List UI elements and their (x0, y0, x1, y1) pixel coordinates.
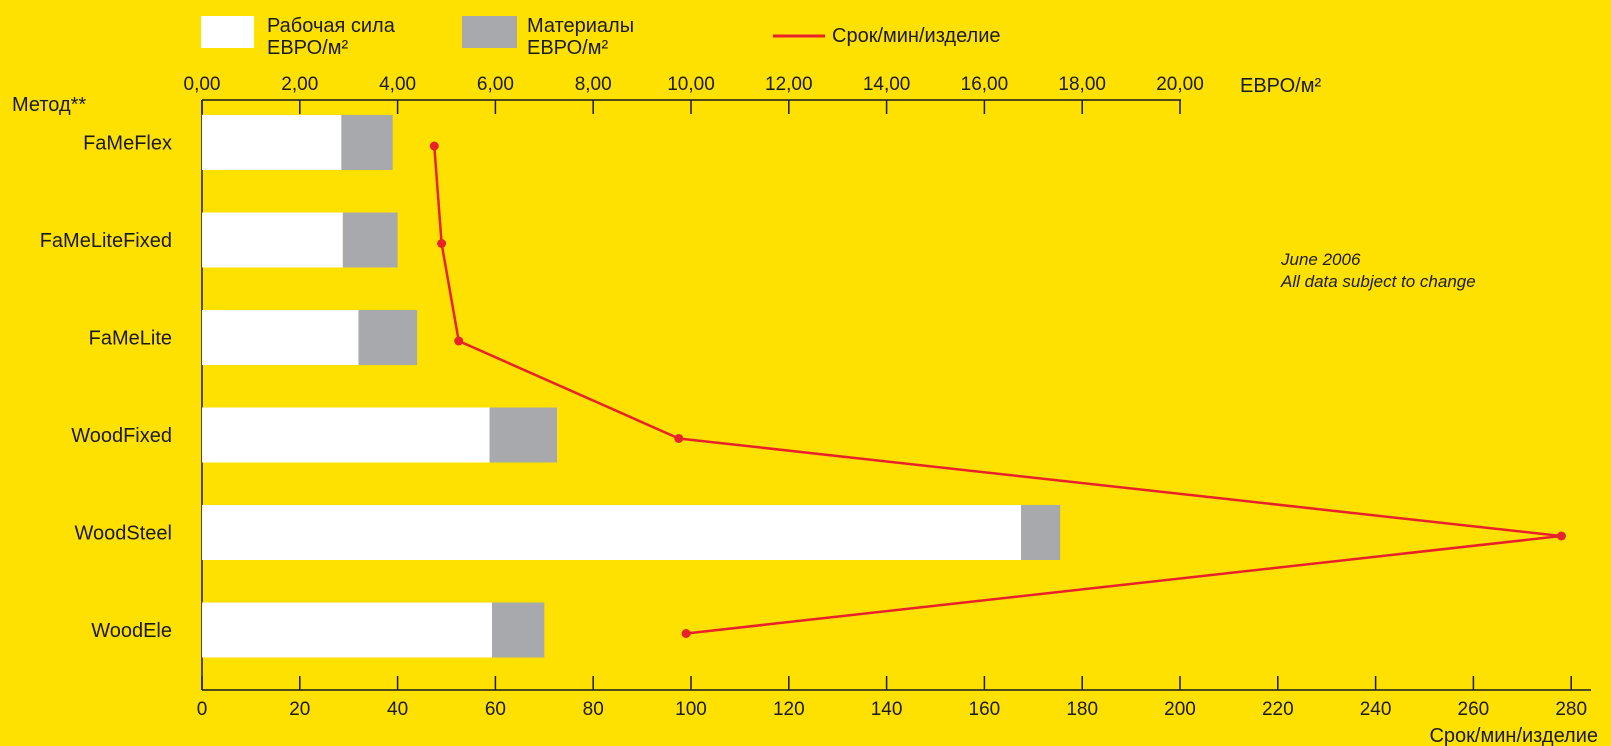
bottom-axis-ticks: 0 20 40 60 80 100 120 140 160 180 200 220 240 260 280 (197, 676, 1587, 720)
legend-swatch-labor (201, 16, 254, 48)
top-axis-unit-label: ЕВРО/м² (1240, 75, 1321, 97)
time-point (437, 239, 447, 248)
annotation-date: June 2006 (1280, 250, 1361, 269)
top-axis-tick-label: 20,00 (1156, 74, 1204, 95)
bar-labor (202, 602, 492, 658)
bottom-axis-tick-label: 140 (871, 699, 903, 720)
top-axis-tick-label: 12,00 (765, 74, 813, 95)
bottom-axis-unit-label: Срок/мин/изделие (1429, 725, 1598, 746)
time-point (674, 434, 684, 443)
bar-labor (202, 310, 359, 365)
top-axis-ticks: 0,00 2,00 4,00 6,00 8,00 10,00 12,00 14,00 16,00… (184, 74, 1204, 114)
bottom-axis-tick-label: 80 (583, 699, 604, 720)
category-label: FaMeLiteFixed (40, 230, 172, 252)
bar-labor (202, 212, 343, 268)
legend-swatch-materials (462, 16, 517, 48)
bar-materials (489, 407, 558, 463)
time-point (1556, 531, 1566, 541)
bar-materials (491, 602, 545, 658)
bar-labor (202, 505, 1022, 560)
bar-materials (342, 212, 398, 268)
category-labels: FaMeFlex FaMeLiteFixed FaMeLite WoodFixed Wo… (40, 133, 172, 643)
category-label: FaMeLite (89, 328, 172, 350)
bottom-axis-tick-label: 40 (387, 699, 408, 720)
category-axis-title: Метод** (12, 94, 86, 116)
legend: Рабочая сила ЕВРО/м² Материалы ЕВРО/м² С… (201, 15, 1001, 59)
annotation-disclaimer: All data subject to change (1280, 272, 1476, 291)
bottom-axis-tick-label: 200 (1164, 699, 1196, 720)
legend-label-materials-line1: Материалы (527, 15, 634, 37)
top-axis-tick-label: 4,00 (379, 74, 416, 95)
top-axis-tick-label: 18,00 (1058, 74, 1106, 95)
bottom-axis-tick-label: 280 (1555, 699, 1587, 720)
category-label: FaMeFlex (83, 133, 172, 155)
top-axis-tick-label: 0,00 (184, 74, 221, 95)
time-line (433, 145, 1563, 635)
bottom-axis-tick-label: 260 (1458, 699, 1490, 720)
bottom-axis-tick-label: 220 (1262, 699, 1294, 720)
bottom-axis-tick-label: 160 (969, 699, 1001, 720)
bottom-axis-tick-label: 240 (1360, 699, 1392, 720)
time-point (429, 141, 439, 151)
category-label: WoodFixed (71, 425, 172, 447)
bottom-axis-tick-label: 100 (675, 699, 707, 720)
bottom-axis-tick-label: 60 (485, 699, 506, 720)
bar-labor (202, 407, 490, 463)
top-axis-tick-label: 14,00 (863, 74, 911, 95)
category-label: WoodSteel (75, 523, 172, 545)
top-axis-tick-label: 8,00 (575, 74, 612, 95)
bottom-axis-tick-label: 0 (197, 699, 208, 720)
top-axis-tick-label: 2,00 (281, 74, 318, 95)
bottom-axis-tick-label: 180 (1066, 699, 1098, 720)
top-axis-tick-label: 6,00 (477, 74, 514, 95)
legend-label-labor-line2: ЕВРО/м² (267, 37, 348, 59)
bar-labor (202, 115, 342, 170)
bars-layer (202, 115, 1061, 658)
legend-label-materials-line2: ЕВРО/м² (527, 37, 608, 59)
time-point (681, 629, 691, 638)
category-label: WoodEle (91, 620, 172, 642)
bar-materials (341, 115, 393, 170)
bar-materials (358, 310, 418, 365)
time-point (454, 336, 464, 346)
top-axis-tick-label: 16,00 (961, 74, 1009, 95)
bar-materials (1021, 505, 1061, 560)
top-axis-tick-label: 10,00 (667, 74, 715, 95)
bottom-axis-tick-label: 120 (773, 699, 805, 720)
legend-label-labor-line1: Рабочая сила (267, 15, 396, 37)
bottom-axis-tick-label: 20 (289, 699, 310, 720)
legend-label-time: Срок/мин/изделие (832, 25, 1001, 47)
time-line-series (429, 141, 1566, 638)
